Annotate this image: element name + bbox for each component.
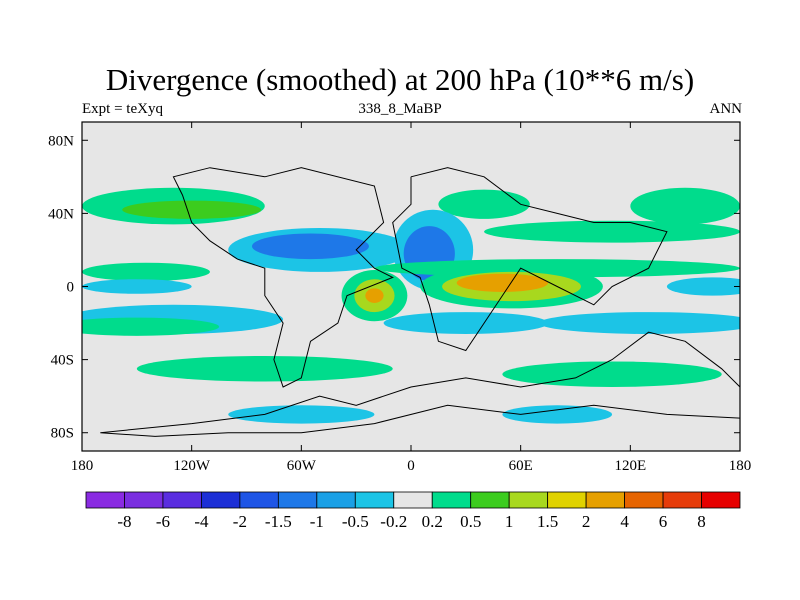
divergence-contour-20 (82, 317, 220, 336)
divergence-contour-6 (251, 233, 369, 260)
divergence-contour-4 (484, 220, 740, 243)
divergence-contour-11 (82, 279, 192, 294)
divergence-contour-17 (456, 273, 549, 292)
colorbar-label-11: 1.5 (537, 512, 558, 531)
colorbar-swatch-5 (277, 491, 318, 509)
y-tick-label-2: 0 (67, 280, 75, 296)
colorbar-label-10: 1 (505, 512, 514, 531)
divergence-contour-3 (438, 189, 530, 219)
colorbar-label-7: -0.2 (380, 512, 407, 531)
colorbar-swatch-15 (662, 491, 702, 509)
colorbar-label-8: 0.2 (422, 512, 443, 531)
x-tick-label-4: 60E (509, 458, 533, 474)
colorbar-swatch-10 (470, 491, 510, 509)
x-tick-label-0: 180 (71, 458, 94, 474)
colorbar-label-12: 2 (582, 512, 591, 531)
colorbar-label-0: -8 (117, 512, 131, 531)
divergence-contour-14 (365, 288, 384, 303)
divergence-contour-23 (136, 355, 393, 382)
colorbar-label-2: -4 (194, 512, 209, 531)
divergence-contour-2 (630, 187, 740, 225)
colorbar-label-1: -6 (156, 512, 170, 531)
colorbar-swatch-16 (701, 491, 741, 509)
colorbar-swatch-13 (585, 491, 625, 509)
x-tick-label-3: 0 (407, 458, 415, 474)
colorbar-swatch-9 (431, 491, 472, 509)
colorbar-label-3: -2 (233, 512, 247, 531)
divergence-contour-10 (82, 262, 210, 282)
continent-outline-0 (172, 167, 394, 388)
y-tick-label-4: 80S (51, 426, 74, 442)
colorbar-swatch-12 (547, 491, 587, 509)
colorbar-label-6: -0.5 (342, 512, 369, 531)
x-tick-label-2: 60W (287, 458, 317, 474)
colorbar-label-14: 6 (659, 512, 668, 531)
colorbar-swatch-0 (85, 491, 125, 509)
divergence-contour-24 (502, 361, 722, 388)
colorbar-swatch-4 (239, 491, 279, 509)
colorbar-swatch-14 (624, 491, 664, 509)
page-title: Divergence (smoothed) at 200 hPa (10**6 … (105, 62, 695, 97)
colorbar-swatch-1 (124, 491, 164, 509)
divergence-contour-25 (228, 405, 375, 424)
continent-outline-1 (392, 167, 668, 352)
colorbar-label-9: 0.5 (460, 512, 481, 531)
y-tick-label-0: 80N (48, 133, 74, 149)
divergence-contour-21 (383, 312, 549, 335)
season-label: ANN (709, 101, 743, 117)
colorbar-swatch-8 (393, 491, 433, 509)
divergence-contour-26 (502, 405, 613, 424)
colorbar-swatch-6 (316, 491, 356, 509)
divergence-contour-1 (122, 200, 262, 219)
colorbar-label-4: -1.5 (265, 512, 292, 531)
divergence-contour-18 (666, 277, 740, 296)
experiment-label: Expt = teXyq (82, 101, 163, 117)
colorbar-swatch-7 (354, 491, 395, 509)
colorbar-swatch-3 (201, 491, 241, 509)
case-label: 338_8_MaBP (358, 101, 442, 117)
x-tick-label-5: 120E (614, 458, 646, 474)
x-tick-label-6: 180 (729, 458, 752, 474)
continent-outline-2 (100, 331, 740, 437)
y-tick-label-1: 40N (48, 206, 74, 222)
colorbar-label-5: -1 (310, 512, 324, 531)
x-tick-label-1: 120W (173, 458, 211, 474)
divergence-contour-22 (538, 312, 740, 335)
colorbar-swatch-2 (162, 491, 202, 509)
colorbar-swatch-11 (508, 491, 549, 509)
y-tick-label-3: 40S (51, 353, 74, 369)
colorbar-label-13: 4 (620, 512, 629, 531)
colorbar-label-15: 8 (697, 512, 706, 531)
